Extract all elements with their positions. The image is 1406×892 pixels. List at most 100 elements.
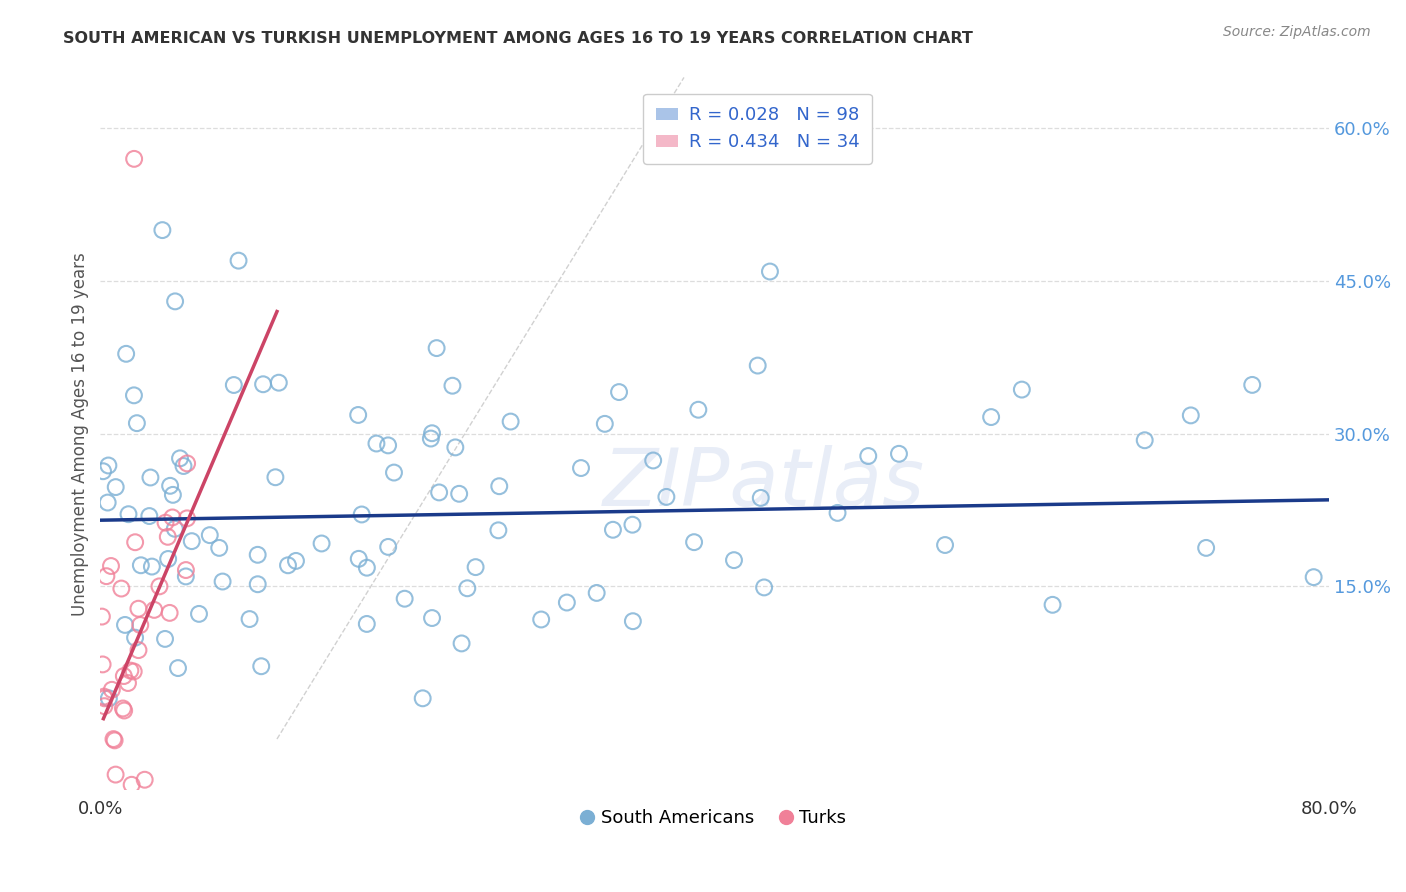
Point	[1195, 541, 1218, 555]
Point	[120, 664, 142, 678]
Point	[112, 704, 135, 718]
Point	[155, 516, 177, 530]
Text: SOUTH AMERICAN VS TURKISH UNEMPLOYMENT AMONG AGES 16 TO 19 YEARS CORRELATION CHA: SOUTH AMERICAN VS TURKISH UNEMPLOYMENT A…	[63, 31, 973, 46]
Point	[167, 661, 190, 675]
Point	[162, 510, 184, 524]
Point	[222, 378, 245, 392]
Point	[449, 487, 471, 501]
Point	[122, 152, 145, 166]
Point	[683, 535, 706, 549]
Point	[456, 582, 478, 596]
Point	[1042, 598, 1064, 612]
Point	[607, 385, 630, 400]
Point	[180, 534, 202, 549]
Point	[159, 479, 181, 493]
Point	[350, 508, 373, 522]
Point	[148, 579, 170, 593]
Text: Source: ZipAtlas.com: Source: ZipAtlas.com	[1223, 25, 1371, 39]
Point	[441, 378, 464, 392]
Point	[129, 558, 152, 573]
Point	[134, 772, 156, 787]
Point	[97, 495, 120, 509]
Point	[211, 574, 233, 589]
Point	[980, 410, 1002, 425]
Point	[486, 524, 509, 538]
Point	[747, 359, 769, 373]
Point	[643, 453, 665, 467]
Point	[129, 618, 152, 632]
Point	[174, 569, 197, 583]
Point	[246, 577, 269, 591]
Point	[1133, 434, 1156, 448]
Point	[426, 341, 449, 355]
Y-axis label: Unemployment Among Ages 16 to 19 years: Unemployment Among Ages 16 to 19 years	[72, 252, 89, 615]
Point	[1241, 378, 1264, 392]
Point	[124, 631, 146, 645]
Point	[585, 586, 607, 600]
Point	[162, 488, 184, 502]
Point	[464, 560, 486, 574]
Point	[934, 538, 956, 552]
Point	[127, 643, 149, 657]
Point	[356, 560, 378, 574]
Point	[117, 507, 139, 521]
Point	[110, 582, 132, 596]
Point	[104, 480, 127, 494]
Point	[499, 415, 522, 429]
Point	[887, 447, 910, 461]
Point	[602, 523, 624, 537]
Point	[91, 464, 114, 478]
Point	[555, 595, 578, 609]
Point	[96, 569, 118, 583]
Point	[752, 581, 775, 595]
Point	[264, 470, 287, 484]
Point	[412, 691, 434, 706]
Point	[749, 491, 772, 505]
Point	[97, 691, 120, 706]
Point	[163, 522, 186, 536]
Point	[347, 551, 370, 566]
Point	[111, 701, 134, 715]
Point	[1011, 383, 1033, 397]
Point	[655, 490, 678, 504]
Point	[115, 347, 138, 361]
Point	[93, 691, 115, 706]
Point	[169, 451, 191, 466]
Point	[153, 632, 176, 646]
Point	[150, 223, 173, 237]
Point	[246, 548, 269, 562]
Point	[723, 553, 745, 567]
Point	[122, 388, 145, 402]
Point	[267, 376, 290, 390]
Point	[239, 612, 262, 626]
Point	[104, 733, 127, 747]
Text: ZIPatlas: ZIPatlas	[603, 444, 925, 523]
Point	[311, 536, 333, 550]
Point	[1302, 570, 1324, 584]
Point	[188, 607, 211, 621]
Point	[165, 294, 187, 309]
Point	[356, 616, 378, 631]
Point	[141, 559, 163, 574]
Point	[100, 559, 122, 574]
Point	[198, 528, 221, 542]
Point	[427, 485, 450, 500]
Point	[347, 408, 370, 422]
Point	[277, 558, 299, 573]
Point	[157, 552, 180, 566]
Point	[488, 479, 510, 493]
Point	[377, 438, 399, 452]
Point	[285, 554, 308, 568]
Point	[173, 458, 195, 473]
Point	[377, 540, 399, 554]
Point	[176, 457, 198, 471]
Point	[139, 470, 162, 484]
Point	[419, 432, 441, 446]
Point	[450, 636, 472, 650]
Point	[382, 466, 405, 480]
Point	[252, 377, 274, 392]
Point	[250, 659, 273, 673]
Point	[1180, 409, 1202, 423]
Legend: South Americans, Turks: South Americans, Turks	[575, 802, 853, 834]
Point	[420, 426, 443, 441]
